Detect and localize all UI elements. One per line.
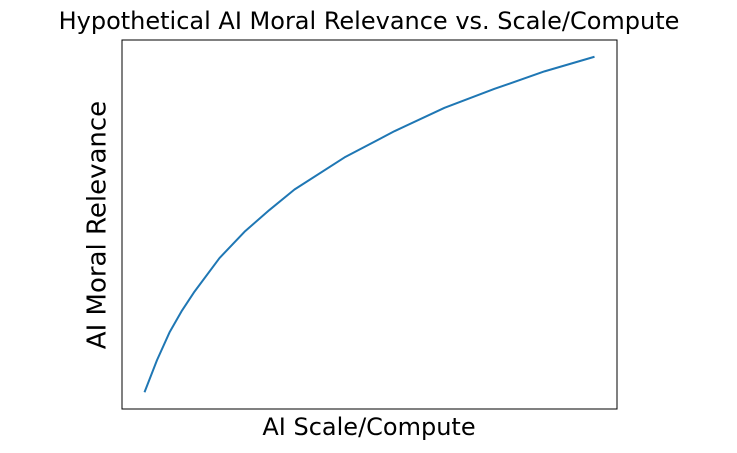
data-line: [143, 55, 595, 393]
x-axis-label: AI Scale/Compute: [262, 413, 475, 441]
plot-frame: [121, 39, 618, 410]
chart-title: Hypothetical AI Moral Relevance vs. Scal…: [59, 7, 680, 35]
y-axis-label: AI Moral Relevance: [83, 101, 113, 349]
